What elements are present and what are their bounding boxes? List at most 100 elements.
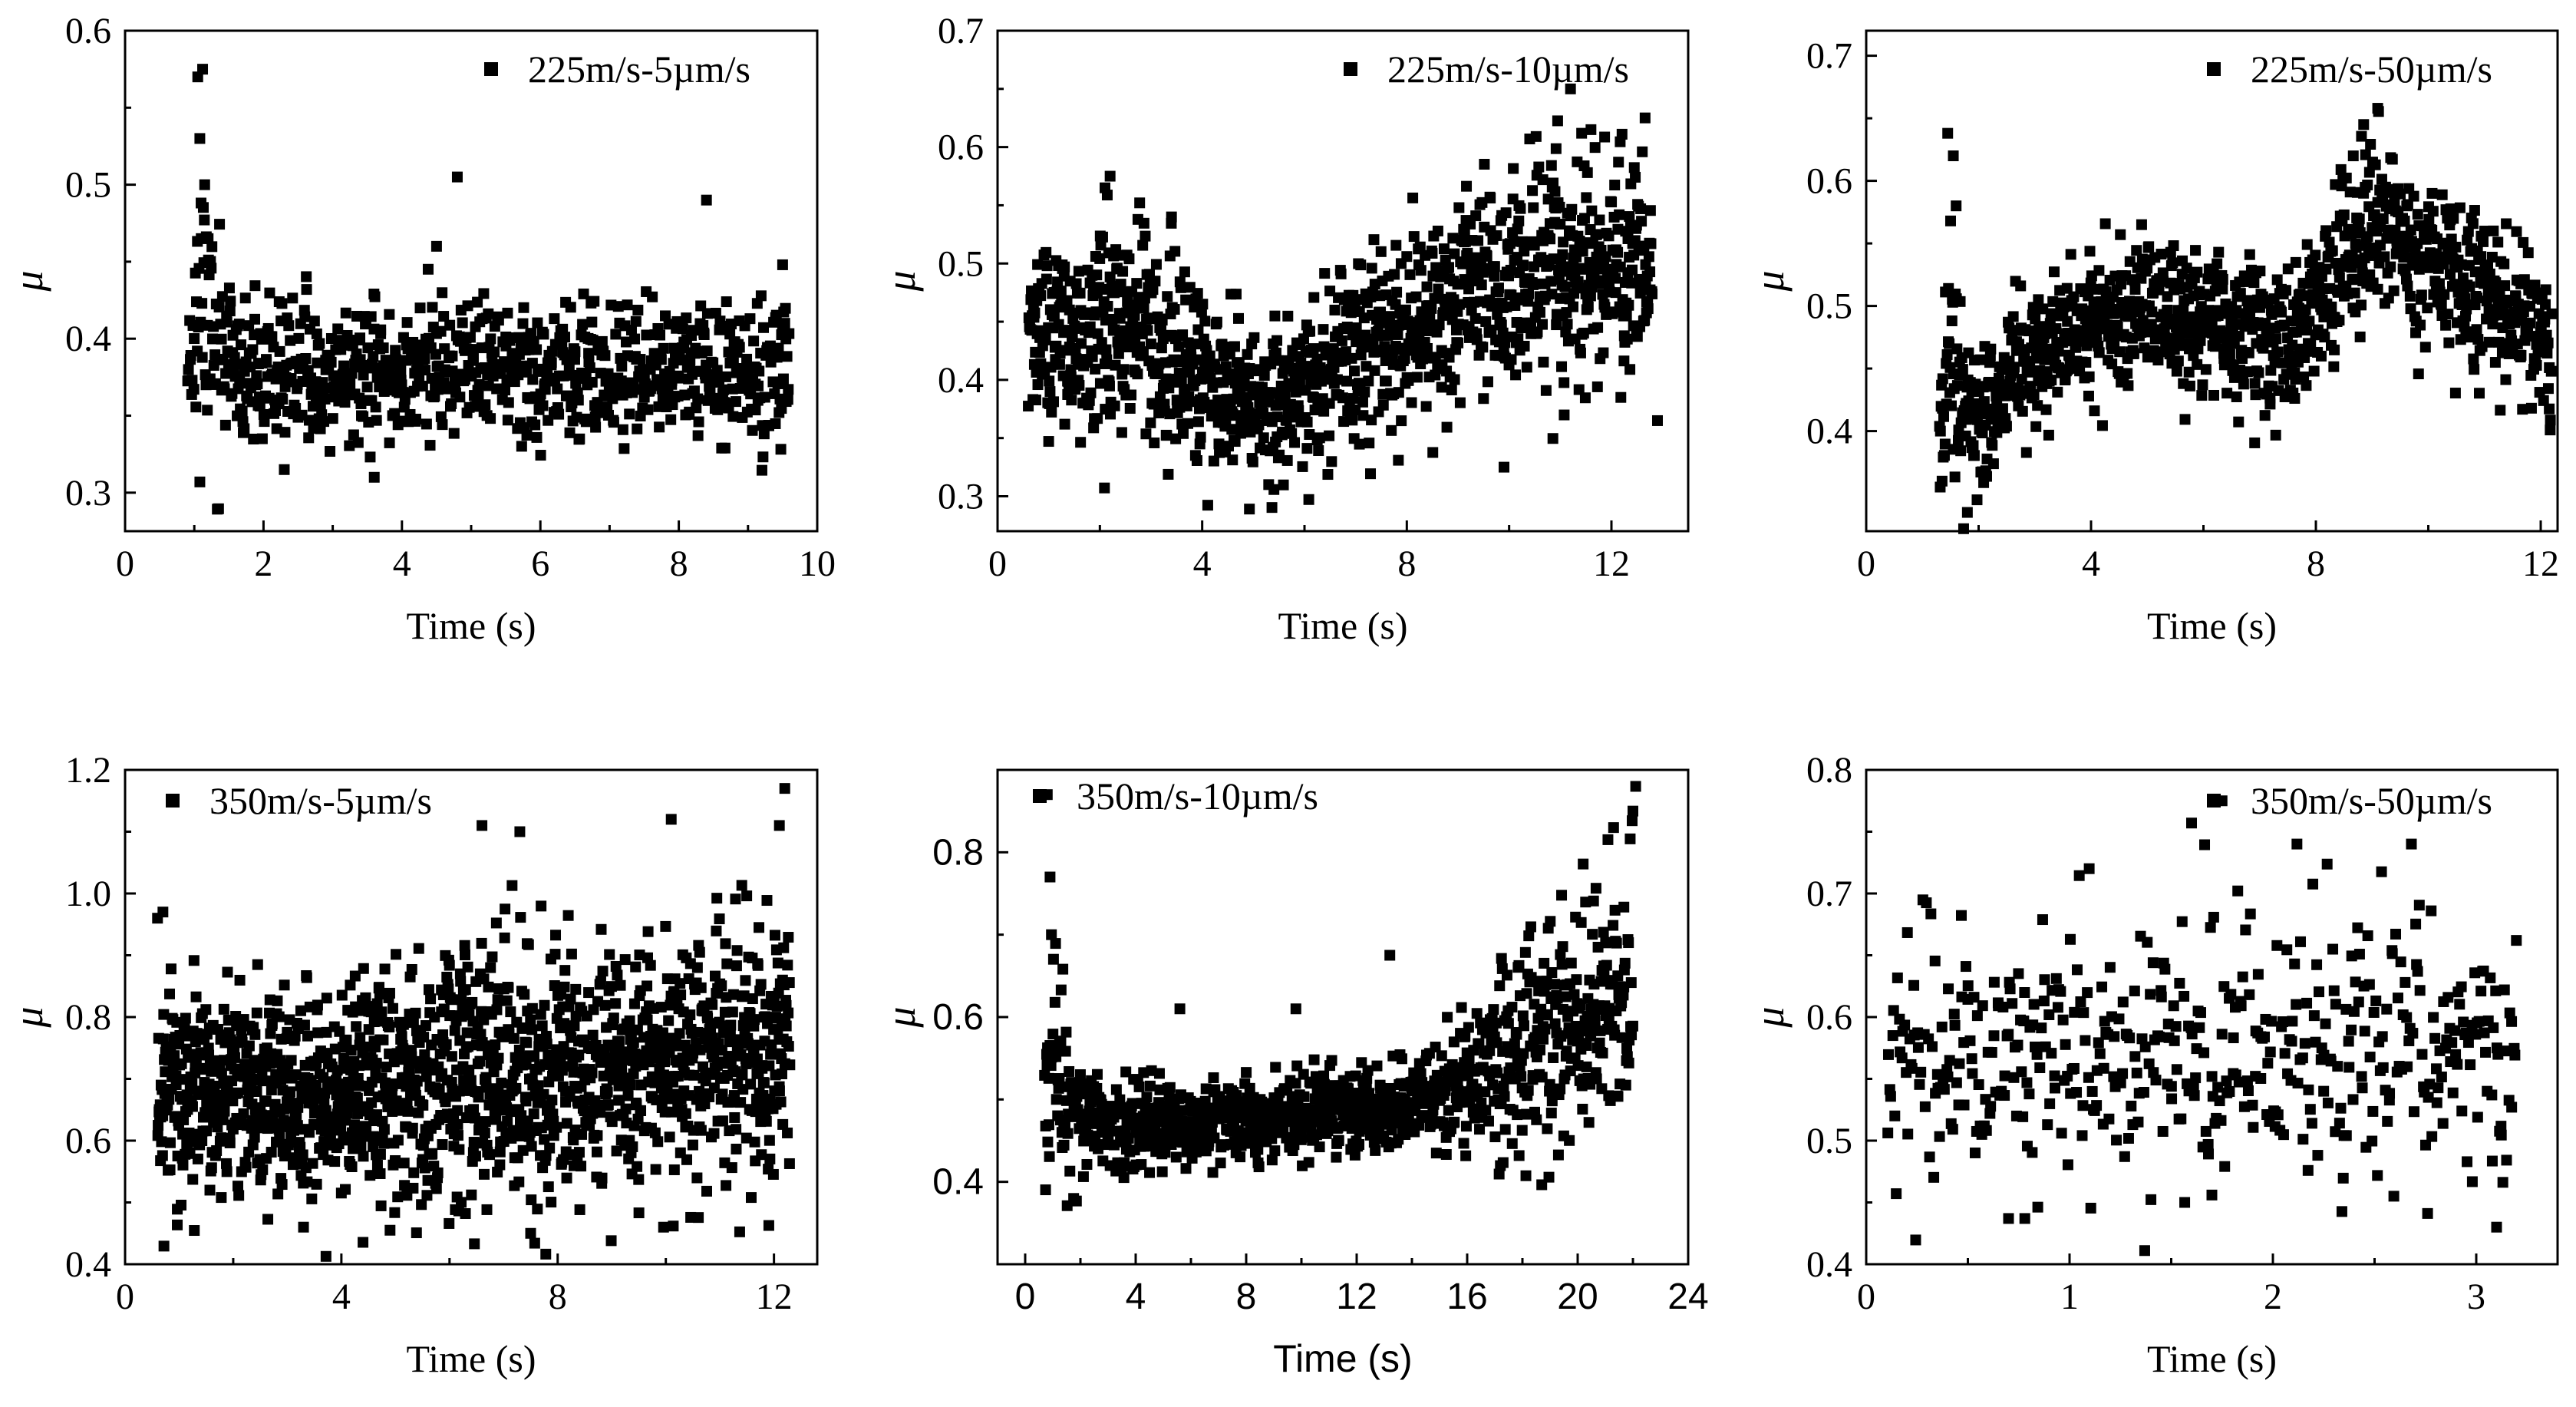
data-point [233,1181,244,1192]
data-point [550,930,562,941]
x-axis-label: Time (s) [406,1337,536,1380]
data-point [1562,319,1573,330]
data-point [2152,355,2164,366]
data-point [734,1226,745,1237]
x-tick-label: 8 [2307,543,2325,584]
data-point [2249,437,2261,448]
data-point [1338,416,1350,428]
data-point [708,1128,720,1139]
data-point [541,1039,552,1050]
data-point [569,346,581,358]
data-point [2065,249,2076,260]
data-point [318,416,330,428]
data-point [233,383,244,395]
data-point [2197,379,2208,391]
data-point [199,214,210,226]
data-point [1043,436,1054,448]
data-point [297,376,308,388]
data-point [1258,369,1270,381]
data-point [251,370,262,381]
data-point [1326,456,1337,467]
data-point [251,1007,262,1019]
data-point [189,1225,200,1237]
data-point [153,1120,164,1131]
data-point [1566,203,1578,215]
data-point [252,959,263,970]
data-point [586,1067,598,1078]
data-point [1242,348,1253,360]
data-point [1549,186,1561,197]
data-point [1987,440,1998,451]
data-point [435,325,447,337]
data-point [186,375,198,386]
data-point [2320,263,2332,275]
data-point [1156,315,1168,326]
data-point [311,1178,322,1190]
data-point [2326,301,2337,312]
data-point [680,1108,691,1119]
data-point [2370,159,2381,170]
data-point [1934,425,1946,437]
data-point [407,1182,419,1194]
data-point [229,1052,240,1063]
data-point [425,993,437,1005]
data-point [1550,143,1562,154]
data-point [518,302,529,313]
data-point [599,999,611,1011]
data-point [285,335,296,346]
data-point [314,338,325,349]
data-point [364,1170,376,1181]
data-point [528,1051,539,1062]
data-point [2412,209,2423,220]
data-point [2469,364,2480,375]
data-point [427,302,438,313]
data-point [1426,302,1437,314]
data-point [642,404,654,415]
data-point [652,1136,664,1148]
data-point [2033,294,2044,306]
data-point [529,419,541,431]
data-point [1497,327,1509,339]
data-point [2131,245,2142,256]
data-point [1308,292,1320,303]
data-point [1958,523,1969,534]
data-point [248,433,259,444]
data-point [2436,189,2448,200]
data-point [654,421,665,433]
data-point [1195,431,1206,443]
data-point [2249,378,2261,389]
x-tick-label: 8 [1397,543,1416,584]
data-point [1635,203,1647,214]
data-point [1410,291,1422,302]
data-point [207,333,219,345]
data-point [1329,304,1341,315]
data-point [369,291,381,302]
data-point [1403,375,1414,386]
data-point [1949,471,1961,483]
data-point [273,1011,285,1022]
data-point [325,446,336,457]
data-point [340,1184,351,1195]
data-point [1479,158,1490,170]
data-point [1981,471,1992,482]
data-point [194,476,206,487]
data-point [302,1176,313,1187]
data-point [1432,225,1443,236]
data-point [352,437,364,448]
data-point [408,1167,420,1178]
data-point [472,296,483,308]
data-point [2258,342,2269,354]
data-point [1132,368,1143,380]
data-point [617,424,628,435]
data-point [664,365,675,377]
data-point [446,398,457,409]
data-point [1192,288,1203,299]
data-point [209,1080,220,1092]
data-point [467,344,478,355]
data-point [695,982,707,993]
data-point [641,329,652,341]
data-point [421,418,432,430]
y-tick-label: 0.6 [938,127,984,168]
data-point [528,1108,539,1120]
y-tick-label: 1.0 [65,874,111,914]
